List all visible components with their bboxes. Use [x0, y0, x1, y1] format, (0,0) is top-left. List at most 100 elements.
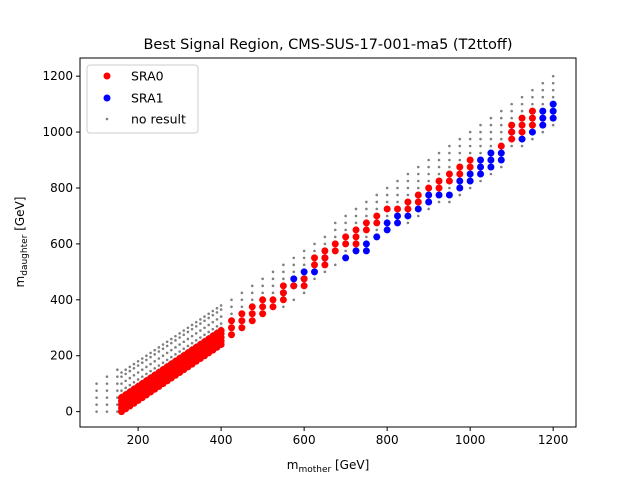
point-sra0 — [497, 142, 505, 150]
point-no-result — [427, 165, 430, 169]
point-sra0 — [508, 135, 516, 143]
legend-label-no-result: no result — [131, 112, 186, 127]
point-no-result — [178, 336, 181, 339]
point-sra1 — [404, 212, 412, 220]
point-no-result — [489, 116, 493, 120]
point-no-result — [95, 396, 98, 399]
point-no-result — [354, 207, 358, 211]
point-sra1 — [445, 191, 453, 199]
point-no-result — [406, 186, 410, 190]
point-sra0 — [362, 219, 370, 227]
point-sra0 — [445, 170, 453, 178]
point-no-result — [520, 102, 524, 106]
point-no-result — [116, 403, 119, 406]
point-no-result — [271, 284, 275, 288]
point-sra1 — [383, 219, 391, 227]
point-no-result — [145, 372, 148, 376]
point-no-result — [186, 344, 190, 348]
point-sra1 — [435, 191, 443, 199]
point-sra1 — [487, 163, 495, 171]
point-sra0 — [528, 114, 536, 122]
point-no-result — [161, 354, 165, 358]
point-sra0 — [518, 121, 526, 129]
point-no-result — [215, 306, 219, 310]
point-no-result — [458, 158, 462, 162]
point-no-result — [385, 200, 389, 204]
y-tick-label: 0 — [65, 405, 73, 419]
point-no-result — [531, 88, 534, 92]
point-no-result — [365, 214, 368, 218]
point-sra0 — [321, 254, 329, 262]
point-no-result — [120, 371, 123, 374]
point-no-result — [333, 228, 337, 232]
point-no-result — [375, 207, 379, 211]
point-no-result — [479, 151, 482, 155]
point-no-result — [153, 367, 157, 370]
point-no-result — [186, 330, 190, 334]
point-sra1 — [528, 128, 536, 136]
point-sra0 — [373, 219, 381, 227]
point-no-result — [116, 389, 119, 392]
point-no-result — [211, 320, 215, 324]
point-no-result — [292, 263, 296, 267]
point-no-result — [207, 330, 210, 334]
point-sra1 — [362, 247, 370, 255]
point-sra0 — [466, 163, 474, 171]
data-points — [95, 74, 557, 416]
y-axis-label: mdaughter [GeV] — [13, 197, 30, 288]
point-no-result — [520, 109, 524, 113]
point-sra0 — [445, 177, 453, 185]
point-sra1 — [311, 268, 319, 276]
point-sra0 — [331, 247, 339, 255]
point-no-result — [153, 353, 157, 356]
point-no-result — [468, 130, 472, 134]
point-no-result — [271, 277, 275, 281]
point-sra0 — [279, 289, 287, 297]
point-sra1 — [549, 100, 557, 108]
point-no-result — [261, 291, 264, 295]
point-sra0 — [217, 327, 225, 335]
point-no-result — [161, 347, 165, 351]
point-no-result — [313, 249, 316, 253]
point-no-result — [261, 284, 264, 288]
point-no-result — [551, 74, 555, 78]
point-no-result — [437, 151, 441, 155]
point-no-result — [132, 362, 136, 366]
point-no-result — [323, 270, 327, 274]
point-no-result — [136, 360, 140, 363]
point-no-result — [149, 351, 152, 355]
point-no-result — [116, 368, 119, 371]
point-no-result — [427, 158, 430, 162]
point-no-result — [230, 298, 233, 302]
point-sra1 — [456, 177, 464, 185]
point-no-result — [375, 228, 379, 232]
y-tick-label: 800 — [50, 181, 73, 195]
point-no-result — [190, 323, 194, 327]
point-sra0 — [248, 310, 256, 318]
point-sra0 — [456, 163, 464, 171]
point-no-result — [499, 130, 503, 134]
point-no-result — [427, 207, 430, 211]
legend-box — [86, 64, 199, 134]
point-sra1 — [497, 149, 505, 157]
point-no-result — [199, 329, 202, 332]
point-no-result — [437, 165, 441, 169]
point-no-result — [132, 380, 136, 384]
point-no-result — [95, 403, 98, 406]
point-no-result — [95, 389, 98, 392]
point-sra1 — [373, 233, 381, 241]
point-no-result — [105, 389, 109, 392]
point-no-result — [157, 364, 161, 367]
point-no-result — [489, 172, 493, 176]
legend-marker-sra0 — [103, 72, 111, 80]
point-no-result — [203, 315, 206, 318]
point-sra1 — [487, 156, 495, 164]
point-no-result — [531, 137, 534, 141]
point-no-result — [292, 270, 296, 274]
point-no-result — [468, 144, 472, 148]
point-no-result — [499, 116, 503, 120]
point-no-result — [149, 362, 152, 366]
point-no-result — [479, 123, 482, 127]
point-no-result — [240, 291, 244, 295]
point-no-result — [178, 332, 181, 335]
